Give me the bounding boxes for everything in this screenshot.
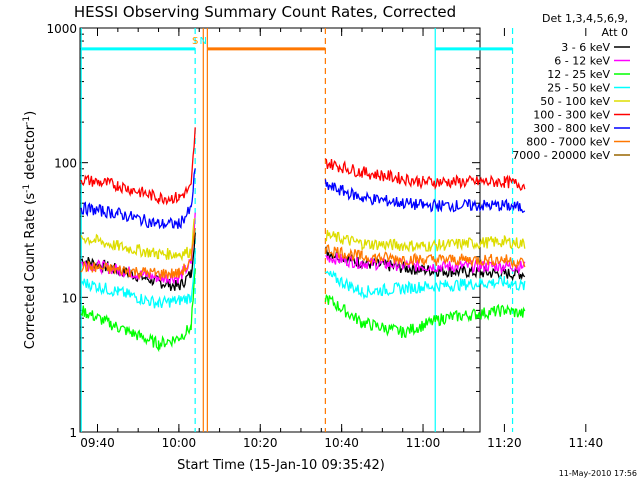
legend-label: 3 - 6 keV (561, 41, 610, 54)
series-line (324, 158, 526, 192)
series-line (324, 270, 526, 300)
plot-area: 1 10 100 1000 09:40 10:00 10:20 10:40 11:00 11:20… (46, 22, 603, 450)
footer-date: 11-May-2010 17:56 (559, 469, 637, 478)
legend-label: 50 - 100 keV (540, 95, 610, 108)
flag-label: N (200, 36, 207, 47)
y-tick-label: 10 (62, 291, 77, 305)
legend-header-line-2: Att 0 (602, 26, 628, 39)
series-line (80, 217, 196, 262)
plot-frame (79, 27, 481, 433)
y-tick-label: 1000 (46, 22, 77, 36)
legend-label: 300 - 800 keV (533, 122, 610, 135)
series-line (324, 244, 526, 270)
legend-label: 800 - 7000 keV (526, 136, 610, 149)
y-tick-label: 1 (69, 426, 77, 440)
x-tick-label: 10:00 (162, 436, 197, 450)
legend-label: 100 - 300 keV (533, 109, 610, 122)
series-line (80, 250, 196, 309)
x-axis-label: Start Time (15-Jan-10 09:35:42) (177, 458, 385, 473)
series-line (324, 294, 526, 339)
legend-label: 6 - 12 keV (554, 55, 610, 68)
y-axis-label-superscript: -1 (22, 116, 32, 125)
y-axis-label-part: detector (23, 124, 38, 184)
x-tick-label: 11:00 (406, 436, 441, 450)
x-tick-label: 09:40 (80, 436, 115, 450)
legend-label: 25 - 50 keV (547, 82, 610, 95)
series-line (80, 127, 196, 206)
y-axis-label-part: Corrected Count Rate (s (23, 193, 38, 350)
chart-title: HESSI Observing Summary Count Rates, Cor… (74, 3, 456, 21)
y-axis-label: Corrected Count Rate (s-1 detector-1) (22, 111, 38, 349)
legend-label: 7000 - 20000 keV (512, 149, 610, 162)
x-tick-label: 10:40 (324, 436, 359, 450)
series-line (80, 168, 196, 230)
series-line (325, 252, 526, 275)
legend-label: 12 - 25 keV (547, 68, 610, 81)
series-line (80, 227, 196, 282)
series-line (325, 229, 526, 253)
y-axis-label-superscript: -1 (22, 184, 32, 193)
flag-label: S (192, 36, 198, 47)
x-tick-label: 10:20 (243, 436, 278, 450)
legend-header-line-1: Det 1,3,4,5,6,9, (542, 12, 628, 25)
series-line (80, 268, 196, 353)
x-tick-label: 11:20 (487, 436, 522, 450)
y-axis-label-part: ) (23, 111, 38, 116)
x-tick-label: 11:40 (569, 436, 604, 450)
y-tick-label: 100 (54, 157, 77, 171)
series-line (324, 179, 526, 214)
